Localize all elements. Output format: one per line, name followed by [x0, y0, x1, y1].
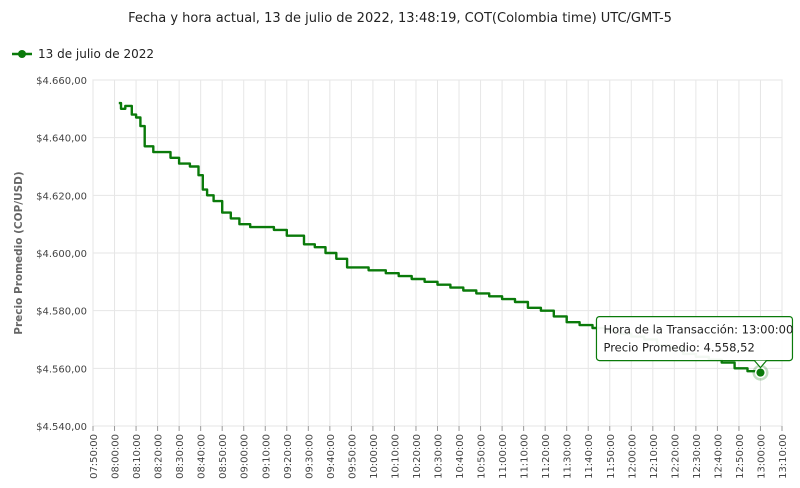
x-tick-label: 12:40:00 [713, 434, 724, 479]
chart-title: Fecha y hora actual, 13 de julio de 2022… [128, 11, 672, 26]
x-tick-label: 09:20:00 [283, 434, 294, 479]
x-tick-label: 11:50:00 [606, 434, 617, 479]
y-tick-label: $4.660,00 [36, 76, 87, 87]
x-tick-label: 10:50:00 [477, 434, 488, 479]
tooltip-box [595, 316, 794, 362]
tooltip-pointer [754, 360, 767, 369]
x-tick-label: 12:30:00 [692, 434, 703, 479]
x-tick-label: 12:50:00 [735, 434, 746, 479]
grid [92, 79, 783, 427]
x-tick-label: 13:10:00 [778, 434, 789, 479]
x-tick-label: 12:00:00 [627, 434, 638, 479]
x-tick-label: 12:10:00 [649, 434, 660, 479]
x-tick-label: 08:10:00 [132, 434, 143, 479]
tooltip-line-2: Precio Promedio: 4.558,52 [603, 341, 754, 355]
legend-label: 13 de julio de 2022 [38, 47, 154, 61]
x-tick-label: 12:20:00 [670, 434, 681, 479]
y-tick-label: $4.540,00 [36, 422, 87, 433]
x-tick-label: 11:40:00 [584, 434, 595, 479]
x-tick-label: 09:40:00 [326, 434, 337, 479]
x-tick-label: 11:10:00 [520, 434, 531, 479]
y-tick-label: $4.620,00 [36, 191, 87, 202]
highlighted-point[interactable] [754, 367, 767, 379]
x-tick-label: 10:30:00 [434, 434, 445, 479]
x-axis-ticks: 07:50:00 08:00:00 08:10:00 08:20:00 08:30:00… [89, 426, 789, 479]
y-axis-label: Precio Promedio (COP/USD) [13, 171, 25, 334]
tooltip: Hora de la Transacción: 13:00:00 Precio … [595, 316, 794, 369]
y-axis-ticks: $4.660,00 $4.640,00 $4.620,00 $4.600,00 $4.5… [36, 76, 87, 433]
x-tick-label: 11:00:00 [498, 434, 509, 479]
tooltip-line-1: Hora de la Transacción: 13:00:00 [603, 323, 793, 337]
y-tick-label: $4.600,00 [36, 249, 87, 260]
x-tick-label: 11:30:00 [563, 434, 574, 479]
x-tick-label: 10:00:00 [369, 434, 380, 479]
y-tick-label: $4.580,00 [36, 307, 87, 318]
x-tick-label: 08:20:00 [154, 434, 165, 479]
x-tick-label: 08:50:00 [218, 434, 229, 479]
x-tick-label: 09:10:00 [261, 434, 272, 479]
y-tick-label: $4.560,00 [36, 364, 87, 375]
x-tick-label: 07:50:00 [89, 434, 100, 479]
x-tick-label: 10:20:00 [412, 434, 423, 479]
x-tick-label: 13:00:00 [756, 434, 767, 479]
x-tick-label: 09:30:00 [304, 434, 315, 479]
y-tick-label: $4.640,00 [36, 134, 87, 145]
legend-marker [18, 50, 26, 58]
x-tick-label: 11:20:00 [541, 434, 552, 479]
x-tick-label: 08:00:00 [111, 434, 122, 479]
x-tick-label: 09:00:00 [240, 434, 251, 479]
legend[interactable]: 13 de julio de 2022 [12, 47, 154, 61]
x-tick-label: 10:40:00 [455, 434, 466, 479]
x-tick-label: 09:50:00 [347, 434, 358, 479]
x-tick-label: 08:40:00 [197, 434, 208, 479]
x-tick-label: 08:30:00 [175, 434, 186, 479]
x-tick-label: 10:10:00 [390, 434, 401, 479]
